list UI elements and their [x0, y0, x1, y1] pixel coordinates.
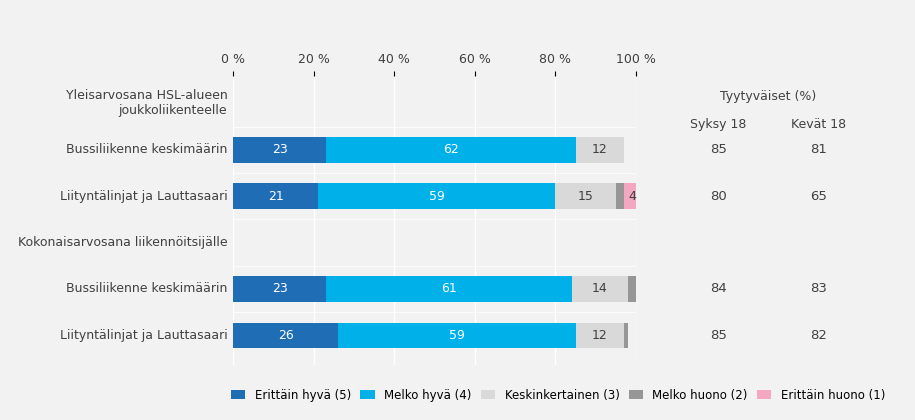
Bar — [326, 137, 576, 163]
Bar — [628, 276, 636, 302]
Text: 23: 23 — [272, 143, 287, 156]
Text: 65: 65 — [811, 190, 827, 203]
Bar — [616, 184, 624, 209]
Text: 26: 26 — [278, 329, 294, 342]
Bar — [338, 323, 576, 348]
Bar — [624, 184, 640, 209]
Bar — [624, 323, 628, 348]
Bar — [572, 276, 628, 302]
Text: Bussiliikenne keskimäärin: Bussiliikenne keskimäärin — [66, 282, 227, 295]
Text: 82: 82 — [811, 329, 827, 342]
Text: 84: 84 — [710, 282, 727, 295]
Text: 15: 15 — [577, 190, 594, 203]
Text: 21: 21 — [268, 190, 284, 203]
Text: 14: 14 — [592, 282, 608, 295]
Text: 62: 62 — [443, 143, 458, 156]
Bar — [233, 323, 338, 348]
Text: 4: 4 — [628, 190, 636, 203]
Bar — [326, 276, 572, 302]
Bar — [318, 184, 555, 209]
Text: 85: 85 — [710, 143, 727, 156]
Bar — [576, 323, 624, 348]
Text: Liityntälinjat ja Lauttasaari: Liityntälinjat ja Lauttasaari — [59, 190, 227, 203]
Text: Syksy 18: Syksy 18 — [690, 118, 747, 131]
Text: Liityntälinjat ja Lauttasaari: Liityntälinjat ja Lauttasaari — [59, 329, 227, 342]
Text: 61: 61 — [441, 282, 457, 295]
Legend: Erittäin hyvä (5), Melko hyvä (4), Keskinkertainen (3), Melko huono (2), Erittäi: Erittäin hyvä (5), Melko hyvä (4), Keski… — [231, 388, 885, 402]
Text: 80: 80 — [710, 190, 727, 203]
Text: 85: 85 — [710, 329, 727, 342]
Text: Bussiliikenne keskimäärin: Bussiliikenne keskimäärin — [66, 143, 227, 156]
Bar — [555, 184, 616, 209]
Text: 59: 59 — [449, 329, 465, 342]
Text: 12: 12 — [592, 143, 608, 156]
Text: Yleisarvosana HSL-alueen
joukkoliikenteelle: Yleisarvosana HSL-alueen joukkoliikentee… — [66, 89, 227, 118]
Text: Kokonaisarvosana liikennöitsijälle: Kokonaisarvosana liikennöitsijälle — [17, 236, 227, 249]
Bar — [233, 276, 326, 302]
Text: Tyytyväiset (%): Tyytyväiset (%) — [720, 90, 817, 103]
Text: 23: 23 — [272, 282, 287, 295]
Bar — [233, 184, 318, 209]
Text: 12: 12 — [592, 329, 608, 342]
Text: 81: 81 — [811, 143, 827, 156]
Text: Kevät 18: Kevät 18 — [791, 118, 846, 131]
Text: 83: 83 — [811, 282, 827, 295]
Bar — [233, 137, 326, 163]
Bar — [576, 137, 624, 163]
Text: 59: 59 — [429, 190, 445, 203]
